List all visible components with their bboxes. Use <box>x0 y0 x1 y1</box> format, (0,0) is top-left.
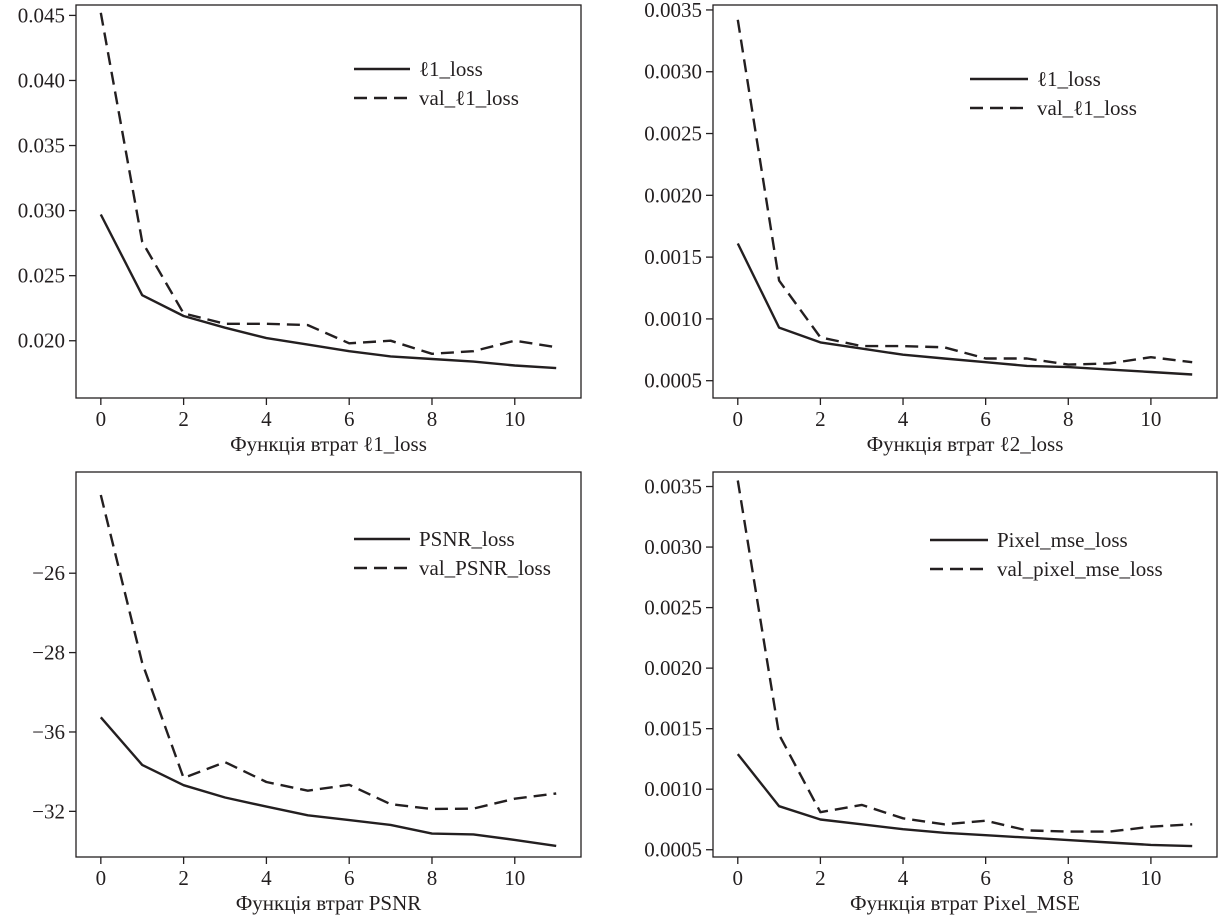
legend-label: val_ℓ1_loss <box>1037 96 1137 120</box>
x-tick-label: 0 <box>733 407 744 431</box>
x-axis-label: Функція втрат ℓ2_loss <box>867 432 1064 456</box>
x-tick-label: 2 <box>178 407 189 431</box>
series-line-training <box>99 213 557 370</box>
y-tick-label: 0.045 <box>18 3 65 27</box>
x-tick-label: 4 <box>261 866 272 890</box>
y-tick-label: 0.0030 <box>644 535 702 559</box>
y-tick-label: −28 <box>32 641 65 665</box>
y-tick-label: 0.0015 <box>644 245 702 269</box>
y-tick-label: 0.0030 <box>644 60 702 84</box>
plot-frame <box>75 4 582 399</box>
legend-label: val_PSNR_loss <box>419 556 551 580</box>
x-tick-label: 10 <box>1140 407 1161 431</box>
chart-panel-2: 0.0005 0.0010 0.0015 0.0020 0.0025 0.0030 0.00… <box>644 0 1218 456</box>
plot-frame <box>712 471 1218 858</box>
legend: ℓ1_loss val_ℓ1_loss <box>354 57 519 110</box>
y-tick-label: −36 <box>32 720 65 744</box>
y-tick-label: 0.020 <box>18 329 65 353</box>
x-tick-label: 4 <box>898 407 909 431</box>
y-tick-label: 0.035 <box>18 134 65 158</box>
series-line-training <box>99 716 557 848</box>
y-tick-label: 0.0005 <box>644 369 702 393</box>
y-tick-label: −32 <box>32 799 65 823</box>
series-line-training <box>736 242 1193 376</box>
series-line-validation <box>99 12 557 355</box>
y-tick-label: 0.0020 <box>644 183 702 207</box>
x-axis-label: Функція втрат Pixel_MSE <box>850 891 1080 915</box>
legend-label: Pixel_mse_loss <box>997 528 1128 552</box>
y-tick-label: 0.040 <box>18 68 65 92</box>
plot-frame <box>75 471 582 858</box>
y-tick-label: 0.0010 <box>644 777 702 801</box>
x-tick-label: 8 <box>1063 866 1074 890</box>
x-tick-label: 6 <box>344 407 355 431</box>
legend-label: ℓ1_loss <box>1037 67 1101 91</box>
x-tick-label: 8 <box>427 866 438 890</box>
x-tick-label: 2 <box>815 407 826 431</box>
chart-panel-1: 0.020 0.025 0.030 0.035 0.040 0.045 0 2 4 6 8 10 Фун… <box>18 3 582 456</box>
x-tick-label: 2 <box>178 866 189 890</box>
legend-label: PSNR_loss <box>419 527 515 551</box>
y-tick-label: 0.0005 <box>644 838 702 862</box>
y-tick-label: 0.030 <box>18 199 65 223</box>
x-axis-label: Функція втрат ℓ1_loss <box>230 432 427 456</box>
series-line-validation <box>736 480 1193 833</box>
y-tick-label: 0.0035 <box>644 475 702 499</box>
legend-label: ℓ1_loss <box>419 57 483 81</box>
x-tick-label: 0 <box>96 866 107 890</box>
y-tick-label: 0.0025 <box>644 122 702 146</box>
x-tick-label: 6 <box>980 407 991 431</box>
x-tick-label: 10 <box>1140 866 1161 890</box>
y-tick-label: 0.025 <box>18 264 65 288</box>
x-tick-label: 8 <box>1063 407 1074 431</box>
y-tick-label: 0.0010 <box>644 307 702 331</box>
x-tick-label: 4 <box>261 407 272 431</box>
series-line-validation <box>99 494 557 811</box>
plot-frame <box>712 4 1218 399</box>
chart-panel-4: 0.0005 0.0010 0.0015 0.0020 0.0025 0.0030 0.00… <box>644 471 1218 915</box>
legend-label: val_pixel_mse_loss <box>997 557 1163 581</box>
legend: PSNR_loss val_PSNR_loss <box>354 527 551 580</box>
legend: Pixel_mse_loss val_pixel_mse_loss <box>930 528 1163 581</box>
x-tick-label: 0 <box>96 407 107 431</box>
legend-label: val_ℓ1_loss <box>419 86 519 110</box>
x-tick-label: 10 <box>504 407 525 431</box>
x-tick-label: 6 <box>344 866 355 890</box>
y-tick-label: 0.0035 <box>644 0 702 22</box>
y-tick-label: 0.0015 <box>644 717 702 741</box>
series-line-training <box>736 753 1193 848</box>
chart-panel-3: −32 −36 −28 −26 0 2 4 6 8 10 Функція втрат PSNR PSN… <box>32 471 582 915</box>
x-tick-label: 8 <box>427 407 438 431</box>
series-line-validation <box>736 19 1193 366</box>
y-tick-label: 0.0020 <box>644 656 702 680</box>
x-tick-label: 4 <box>898 866 909 890</box>
y-tick-label: 0.0025 <box>644 596 702 620</box>
x-axis-label: Функція втрат PSNR <box>236 891 422 915</box>
x-tick-label: 0 <box>733 866 744 890</box>
x-tick-label: 6 <box>980 866 991 890</box>
x-tick-label: 10 <box>504 866 525 890</box>
x-tick-label: 2 <box>815 866 826 890</box>
y-tick-label: −26 <box>32 561 65 585</box>
legend: ℓ1_loss val_ℓ1_loss <box>970 67 1137 120</box>
